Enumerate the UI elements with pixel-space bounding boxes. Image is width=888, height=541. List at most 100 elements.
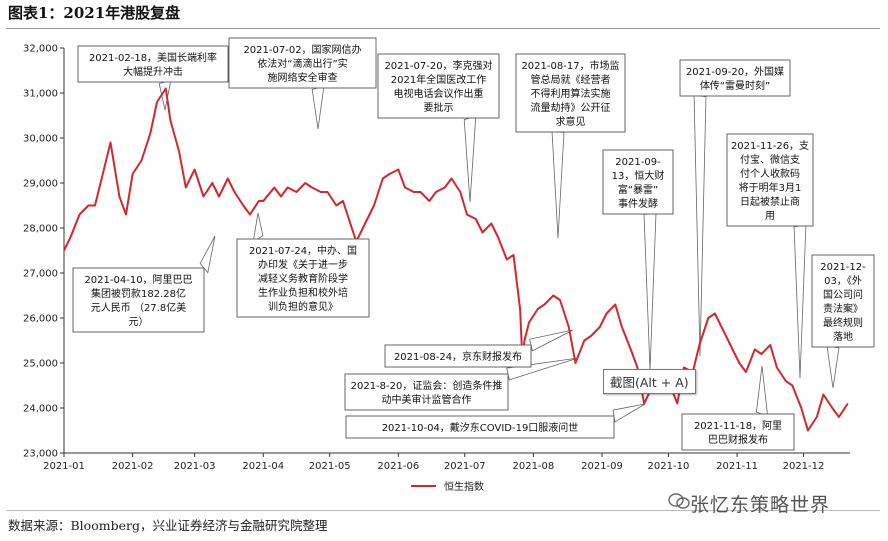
- annotation-11: 2021-08-24，京东财报发布: [384, 344, 532, 368]
- y-tick-label: 24,000: [23, 404, 58, 415]
- y-tick-label: 28,000: [23, 224, 58, 235]
- annotation-leader: [311, 86, 325, 130]
- x-tick-label: 2021-03: [174, 461, 216, 472]
- annotation-text: 施网络安全审查: [268, 71, 338, 84]
- annotation-text: 2021-10-04，戴汐东COVID-19口服液问世: [382, 421, 579, 434]
- annotation-box: [679, 59, 791, 97]
- annotation-leader: [551, 131, 565, 239]
- annotation-text: 体传“雷曼时刻”: [700, 79, 770, 92]
- chart-title: 图表1：2021年港股复盘: [8, 4, 181, 22]
- y-tick-label: 27,000: [23, 269, 58, 280]
- annotation-text: 电视电话会议作出重: [394, 87, 484, 100]
- annotation-text: 03，《外: [824, 275, 862, 287]
- annotation-text: 付个人收款码: [740, 167, 800, 180]
- annotation-leader: [755, 365, 769, 417]
- annotation-text: 生作业负担和校外培: [258, 286, 348, 299]
- annotation-box: [602, 149, 674, 215]
- annotation-text: 不得利用算法实施: [531, 87, 611, 100]
- x-tick-label: 2021-10: [648, 461, 690, 472]
- annotation-box: [72, 267, 205, 333]
- annotation-box: [384, 344, 532, 368]
- annotation-text: 流量劫持》公开征: [531, 101, 611, 114]
- annotation-leader: [252, 212, 264, 244]
- annotation-box: [726, 133, 814, 227]
- annotation-text: 要批示: [424, 101, 454, 114]
- annotation-13: 2021-10-04，戴汐东COVID-19口服液问世: [345, 415, 615, 439]
- y-axis-ticks: 23,000 24,000 25,000 26,000 27,000 28,000 29,0…: [23, 44, 64, 460]
- annotation-text: 富“暴雷”: [618, 183, 658, 196]
- annotation-text: 2021-11-26，支: [731, 140, 809, 152]
- annotation-text: 日起被禁止商: [740, 195, 800, 208]
- x-tick-label: 2021-09: [581, 461, 623, 472]
- annotation-text: 将于明年3月1: [739, 181, 802, 194]
- x-tick-label: 2021-12: [783, 461, 825, 472]
- y-tick-label: 30,000: [23, 134, 58, 145]
- annotation-text: 责法案》: [823, 302, 863, 315]
- annotation-box: [228, 37, 377, 89]
- annotation-text: 2021-07-02，国家网信办: [243, 43, 361, 56]
- wechat-icon: [668, 493, 690, 509]
- annotation-leader: [199, 235, 216, 274]
- annotation-text: 2021-07-24，中办、国: [249, 244, 357, 257]
- annotation-leader: [793, 224, 807, 379]
- annotation-text: 2021-08-24，京东财报发布: [394, 350, 522, 363]
- y-tick-label: 25,000: [23, 359, 58, 370]
- annotation-leader: [612, 403, 646, 423]
- annotation-leader: [463, 115, 477, 203]
- annotation-text: 落地: [833, 330, 853, 343]
- footer-divider: [6, 510, 880, 511]
- y-tick-label: 23,000: [23, 449, 58, 460]
- annotation-text: 管总局就《经营者: [531, 73, 611, 86]
- annotation-box: [344, 373, 509, 411]
- screenshot-tooltip: 截图(Alt + A): [603, 369, 696, 394]
- x-tick-label: 2021-06: [377, 461, 419, 472]
- x-tick-label: 2021-08: [512, 461, 554, 472]
- x-tick-label: 2021-05: [309, 461, 351, 472]
- annotation-text: 13，恒大财: [612, 169, 665, 182]
- annotation-8: 2021-07-24，中办、国办印发《关于进一步减轻义务教育阶段学生作业负担和校…: [236, 238, 370, 318]
- y-tick-label: 26,000: [23, 314, 58, 325]
- annotation-4: 2021-08-17，市场监管总局就《经营者不得利用算法实施流量劫持》公开征求意…: [515, 53, 626, 133]
- y-tick-label: 31,000: [23, 89, 58, 100]
- annotation-text: 2021-09-20，外国媒: [686, 66, 784, 78]
- x-tick-label: 2021-04: [242, 461, 284, 472]
- annotation-text: 依法对“滴滴出行”实: [257, 57, 347, 70]
- annotation-leader: [693, 94, 707, 357]
- annotation-text: 元）: [129, 316, 149, 328]
- annotation-box: [377, 53, 500, 119]
- y-tick-label: 32,000: [23, 44, 58, 55]
- annotation-leader: [643, 213, 657, 371]
- annotation-text: 求意见: [556, 115, 586, 128]
- annotation-leader: [529, 329, 574, 352]
- annotation-text: 2021-07-20，李克强对: [384, 59, 492, 72]
- annotation-text: 国公司问: [823, 288, 863, 301]
- annotation-text: 2021-02-18，美国长端利率: [89, 51, 217, 64]
- annotation-text: 2021-09-: [615, 157, 661, 168]
- annotation-leader: [826, 345, 840, 389]
- annotation-text: 集团被罚款182.28亿: [91, 287, 186, 300]
- annotation-text: 2021年全国医改工作: [391, 73, 486, 86]
- annotation-box: [236, 238, 370, 318]
- annotation-box: [811, 254, 875, 348]
- legend: 恒生指数: [411, 480, 484, 493]
- title-divider: [6, 28, 880, 29]
- annotation-text: 巴巴财报发布: [708, 433, 768, 446]
- annotation-text: 2021-08-17，市场监: [521, 59, 619, 72]
- annotation-text: 动中美审计监管合作: [382, 393, 472, 406]
- annotation-box: [515, 53, 626, 133]
- x-tick-label: 2021-02: [112, 461, 154, 472]
- annotation-text: 2021-04-10，阿里巴巴: [84, 274, 192, 286]
- x-tick-label: 2021-11: [716, 461, 758, 472]
- y-tick-label: 29,000: [23, 179, 58, 190]
- annotations: 2021-02-18，美国长端利率大幅提升冲击2021-07-02，国家网信办依…: [72, 37, 875, 451]
- annotation-text: 训负担的意见》: [268, 300, 338, 313]
- annotation-box: [77, 45, 229, 83]
- annotation-text: 用: [765, 211, 775, 222]
